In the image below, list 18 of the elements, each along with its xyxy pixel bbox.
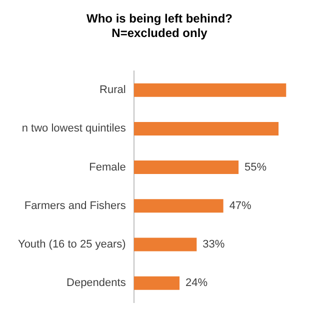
chart-title: Who is being left behind?	[86, 12, 232, 26]
bar	[134, 199, 224, 213]
bar	[134, 83, 286, 97]
data-label: 55%	[244, 161, 267, 174]
y-tick-label: Farmers and Fishers	[24, 200, 126, 212]
data-label: 24%	[186, 277, 208, 290]
chart-subtitle: N=excluded only	[112, 26, 208, 40]
y-tick-label: n two lowest quintiles	[22, 122, 126, 135]
bar	[134, 238, 197, 252]
bar	[134, 122, 279, 136]
data-label: 33%	[202, 238, 225, 251]
y-tick-label: Dependents	[66, 277, 126, 290]
data-label: 47%	[229, 200, 252, 212]
y-tick-label: Rural	[100, 84, 126, 96]
bar	[134, 160, 239, 174]
y-tick-label: Youth (16 to 25 years)	[18, 238, 126, 251]
bar	[134, 276, 180, 290]
y-tick-label: Female	[89, 161, 126, 174]
